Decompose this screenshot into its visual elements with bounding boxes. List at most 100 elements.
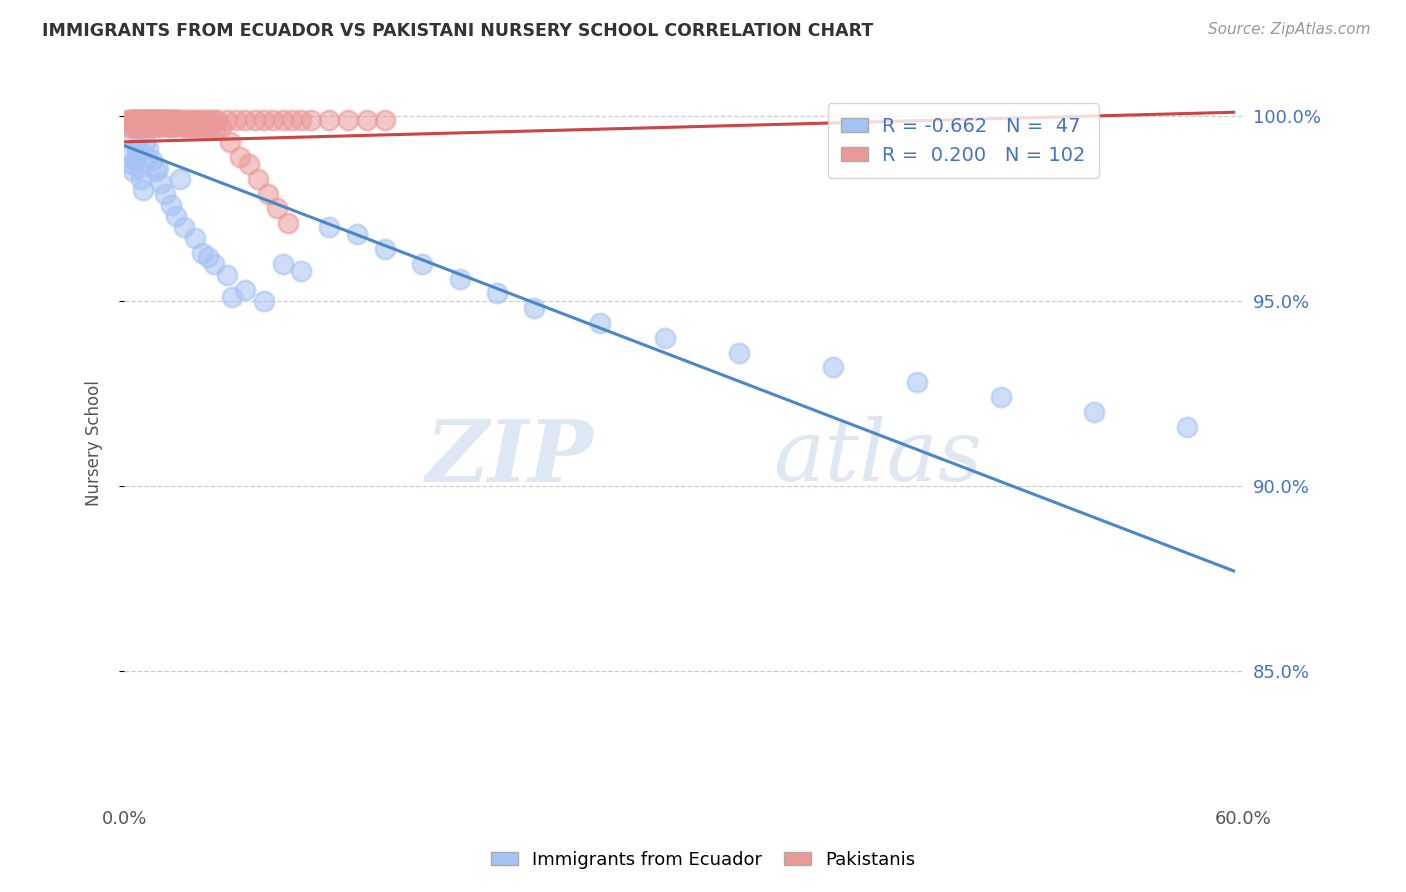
- Point: [169, 112, 191, 127]
- Point: [121, 157, 143, 171]
- Point: [243, 112, 266, 127]
- Point: [129, 112, 152, 127]
- Point: [128, 161, 150, 175]
- Point: [118, 112, 141, 127]
- Point: [184, 231, 207, 245]
- Point: [129, 171, 152, 186]
- Point: [118, 145, 141, 160]
- Point: [153, 186, 176, 201]
- Point: [129, 120, 152, 134]
- Point: [207, 112, 229, 127]
- Point: [153, 112, 176, 127]
- Point: [193, 120, 215, 134]
- Point: [135, 112, 157, 127]
- Point: [238, 157, 260, 171]
- Point: [165, 112, 187, 127]
- Point: [169, 171, 191, 186]
- Point: [271, 257, 294, 271]
- Point: [905, 376, 928, 390]
- Legend: Immigrants from Ecuador, Pakistanis: Immigrants from Ecuador, Pakistanis: [484, 844, 922, 876]
- Point: [127, 120, 149, 134]
- Point: [141, 112, 163, 127]
- Point: [654, 331, 676, 345]
- Point: [148, 120, 170, 134]
- Point: [197, 250, 219, 264]
- Point: [318, 112, 340, 127]
- Point: [162, 112, 184, 127]
- Point: [141, 120, 163, 134]
- Point: [134, 135, 156, 149]
- Point: [374, 242, 396, 256]
- Point: [159, 120, 181, 134]
- Point: [356, 112, 378, 127]
- Point: [266, 202, 288, 216]
- Point: [139, 112, 162, 127]
- Point: [221, 290, 243, 304]
- Text: IMMIGRANTS FROM ECUADOR VS PAKISTANI NURSERY SCHOOL CORRELATION CHART: IMMIGRANTS FROM ECUADOR VS PAKISTANI NUR…: [42, 22, 873, 40]
- Point: [127, 138, 149, 153]
- Point: [173, 112, 195, 127]
- Point: [118, 120, 141, 134]
- Point: [150, 176, 173, 190]
- Point: [122, 112, 145, 127]
- Text: ZIP: ZIP: [426, 416, 595, 500]
- Point: [134, 112, 156, 127]
- Point: [146, 112, 169, 127]
- Point: [139, 112, 162, 127]
- Point: [215, 268, 238, 282]
- Point: [247, 171, 270, 186]
- Point: [167, 112, 190, 127]
- Point: [146, 161, 169, 175]
- Point: [219, 135, 242, 149]
- Point: [128, 112, 150, 127]
- Point: [173, 219, 195, 234]
- Point: [191, 112, 214, 127]
- Point: [150, 112, 173, 127]
- Point: [124, 112, 146, 127]
- Point: [233, 112, 256, 127]
- Text: Source: ZipAtlas.com: Source: ZipAtlas.com: [1208, 22, 1371, 37]
- Point: [127, 112, 149, 127]
- Point: [523, 301, 546, 316]
- Point: [336, 112, 359, 127]
- Point: [1175, 419, 1198, 434]
- Point: [117, 112, 139, 127]
- Point: [156, 112, 179, 127]
- Point: [195, 112, 218, 127]
- Point: [281, 112, 304, 127]
- Point: [821, 360, 844, 375]
- Text: atlas: atlas: [773, 417, 983, 499]
- Point: [121, 112, 143, 127]
- Point: [127, 112, 149, 127]
- Point: [143, 112, 166, 127]
- Point: [145, 112, 167, 127]
- Point: [486, 286, 509, 301]
- Point: [121, 112, 143, 127]
- Point: [191, 245, 214, 260]
- Point: [124, 153, 146, 168]
- Point: [138, 112, 160, 127]
- Point: [225, 112, 247, 127]
- Point: [209, 120, 232, 134]
- Point: [299, 112, 322, 127]
- Point: [253, 293, 276, 308]
- Point: [277, 216, 299, 230]
- Point: [145, 112, 167, 127]
- Point: [202, 257, 225, 271]
- Point: [135, 150, 157, 164]
- Point: [411, 257, 433, 271]
- Point: [163, 112, 186, 127]
- Point: [128, 112, 150, 127]
- Point: [145, 120, 167, 134]
- Point: [215, 112, 238, 127]
- Point: [134, 120, 156, 134]
- Point: [150, 112, 173, 127]
- Point: [135, 112, 157, 127]
- Point: [132, 112, 155, 127]
- Point: [181, 120, 204, 134]
- Legend: R = -0.662   N =  47, R =  0.200   N = 102: R = -0.662 N = 47, R = 0.200 N = 102: [828, 103, 1099, 178]
- Point: [148, 112, 170, 127]
- Point: [256, 186, 278, 201]
- Point: [138, 112, 160, 127]
- Y-axis label: Nursery School: Nursery School: [86, 380, 103, 507]
